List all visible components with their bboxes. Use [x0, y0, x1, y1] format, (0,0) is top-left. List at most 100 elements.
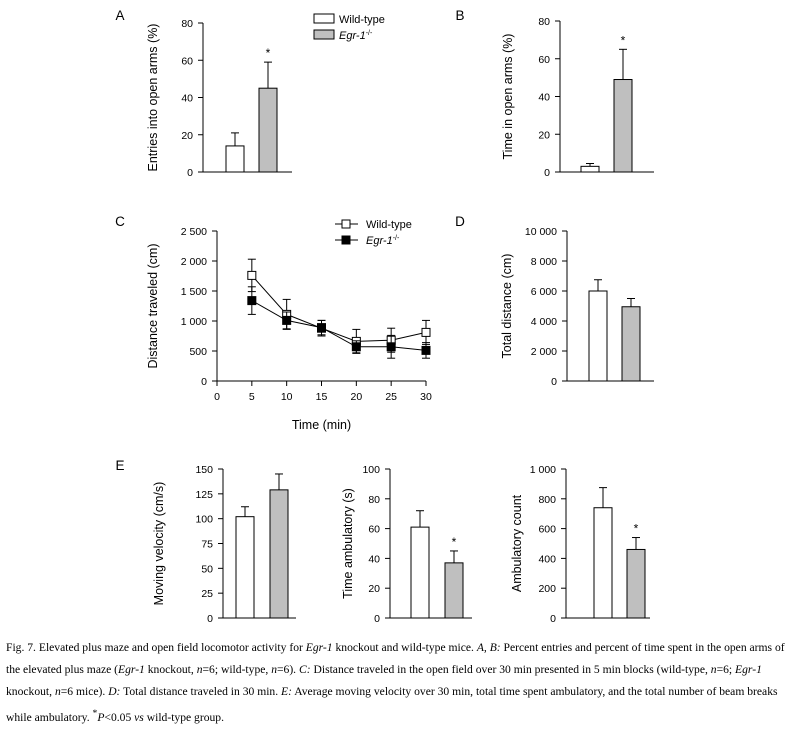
chart-3-panel-label: D — [455, 214, 465, 229]
chart-3-y-tick-label: 6 000 — [531, 286, 557, 298]
chart-6-y-tick-label: 400 — [538, 553, 556, 565]
chart-4-panel-label: E — [115, 458, 124, 473]
chart-1-y-tick-label: 80 — [538, 16, 550, 28]
caption-segment: knockout and wild-type mice. — [332, 641, 477, 654]
chart-0-bar-wild-type — [225, 145, 245, 173]
chart-5-y-tick-label: 40 — [368, 553, 380, 565]
chart-2-y-label: Distance traveled (cm) — [146, 243, 160, 368]
chart-3-bar-wild-type — [588, 290, 608, 382]
chart-5-y-tick-label: 80 — [368, 494, 380, 506]
chart-4-y-tick-label: 150 — [195, 464, 213, 476]
chart-2-point-egr1-knockout — [317, 323, 326, 333]
chart-2-point-egr1-knockout — [247, 296, 257, 306]
caption-segment: Fig. 7. Elevated plus maze and open fiel… — [6, 641, 306, 654]
caption-segment: =6; — [716, 663, 736, 676]
chart-3-bar-egr1-knockout — [621, 306, 641, 382]
chart-4-y-tick-label: 100 — [195, 514, 213, 526]
legend-swatch-wild-type — [313, 13, 335, 24]
chart-5-y-tick-label: 60 — [368, 524, 380, 536]
chart-5-y-tick-label: 0 — [374, 613, 380, 625]
chart-0-y-tick-label: 40 — [181, 93, 193, 105]
caption-segment: P — [97, 710, 105, 724]
caption-segment: E: — [281, 685, 292, 698]
chart-6-y-tick-label: 0 — [550, 613, 556, 625]
chart-5-y-tick-label: 20 — [368, 583, 380, 595]
caption-segment: =6). — [276, 663, 299, 676]
caption-segment: n — [271, 663, 277, 676]
chart-5-bar-wild-type — [410, 526, 430, 619]
chart-0-y-tick-label: 0 — [187, 167, 193, 179]
caption-segment: <0.05 — [104, 710, 135, 724]
chart-1-panel-label: B — [455, 8, 464, 23]
chart-4-y-tick-label: 75 — [201, 539, 213, 551]
figure-canvas: 0 20 40 60 80 Entries into open arms (%) A * 0 20… — [115, 8, 654, 625]
chart-2-y-tick-label: 1 500 — [181, 286, 207, 298]
chart-2-x-tick-label: 30 — [420, 391, 432, 403]
caption-segment: =6; wild-type, — [202, 663, 272, 676]
legend-label-egr1-knockout: Egr-1-/- — [366, 235, 400, 247]
chart-4-y-tick-label: 0 — [207, 613, 213, 625]
chart-1-bar-egr1-knockout — [613, 79, 633, 173]
chart-3-y-tick-label: 2 000 — [531, 346, 557, 358]
chart-6-y-tick-label: 200 — [538, 583, 556, 595]
chart-0-significance-mark: * — [266, 46, 271, 60]
caption-segment: n — [710, 663, 717, 676]
chart-2-point-wild-type — [247, 270, 257, 280]
chart-6-y-label: Ambulatory count — [510, 494, 524, 592]
caption-segment: Egr-1 — [735, 663, 762, 676]
figure-caption: Fig. 7. Elevated plus maze and open fiel… — [6, 637, 792, 729]
chart-1-significance-mark: * — [621, 33, 626, 47]
chart-6-significance-mark: * — [634, 522, 639, 536]
chart-2-x-tick-label: 15 — [316, 391, 328, 403]
chart-5-y-label: Time ambulatory (s) — [341, 488, 355, 599]
caption-segment: Egr-1 — [118, 663, 145, 676]
chart-0-y-tick-label: 80 — [181, 18, 193, 30]
chart-4-y-tick-label: 50 — [201, 563, 213, 575]
chart-2-x-tick-label: 10 — [281, 391, 293, 403]
chart-0-y-tick-label: 20 — [181, 130, 193, 142]
chart-5-y-tick-label: 100 — [362, 464, 380, 476]
chart-4-y-label: Moving velocity (cm/s) — [152, 482, 166, 606]
chart-2-y-tick-label: 2 000 — [181, 256, 207, 268]
chart-2-x-tick-label: 0 — [214, 391, 220, 403]
chart-2-x-label: Time (min) — [292, 418, 351, 432]
chart-1-y-tick-label: 0 — [544, 167, 550, 179]
chart-0-bar-egr1-knockout — [258, 87, 278, 173]
caption-segment: * — [92, 708, 98, 719]
chart-2-point-egr1-knockout — [351, 342, 361, 352]
chart-0-panel-label: A — [115, 8, 124, 23]
chart-6-y-tick-label: 1 000 — [530, 464, 556, 476]
chart-4-y-tick-label: 125 — [195, 489, 213, 501]
legend-marker-wild-type — [341, 219, 351, 229]
chart-6-y-tick-label: 600 — [538, 524, 556, 536]
caption-segment: wild-type group. — [143, 710, 225, 724]
chart-3-y-tick-label: 10 000 — [525, 226, 557, 238]
chart-2-y-tick-label: 0 — [201, 376, 207, 388]
legend-label-wild-type: Wild-type — [339, 14, 385, 26]
chart-5-significance-mark: * — [452, 535, 457, 549]
chart-2-series-line-wild-type — [251, 275, 427, 342]
caption-segment: Percent entries and percent of time spen… — [6, 641, 785, 676]
chart-0-y-label: Entries into open arms (%) — [146, 24, 160, 172]
chart-2-y-tick-label: 500 — [189, 346, 207, 358]
chart-2-x-tick-label: 20 — [350, 391, 362, 403]
chart-2-panel-label: C — [115, 214, 125, 229]
chart-1-bar-wild-type — [580, 165, 600, 173]
chart-3-y-tick-label: 4 000 — [531, 316, 557, 328]
chart-3-y-label: Total distance (cm) — [500, 254, 514, 359]
caption-segment: Total distance traveled in 30 min. — [120, 685, 282, 698]
chart-6-y-tick-label: 800 — [538, 494, 556, 506]
chart-4-y-tick-label: 25 — [201, 588, 213, 600]
chart-1-y-tick-label: 40 — [538, 92, 550, 104]
caption-segment: vs — [134, 710, 144, 724]
caption-segment: n — [196, 663, 203, 676]
chart-5-bar-egr1-knockout — [444, 562, 464, 619]
chart-6-bar-wild-type — [593, 507, 613, 619]
caption-segment: =6 mice). — [60, 685, 109, 698]
chart-4-bar-wild-type — [235, 516, 255, 619]
caption-segment: knockout, — [144, 663, 197, 676]
chart-2-x-tick-label: 5 — [249, 391, 255, 403]
legend-marker-egr1-knockout — [341, 235, 351, 245]
caption-segment: Distance traveled in the open field over… — [310, 663, 711, 676]
chart-2-series-line-egr1-knockout — [251, 300, 427, 351]
